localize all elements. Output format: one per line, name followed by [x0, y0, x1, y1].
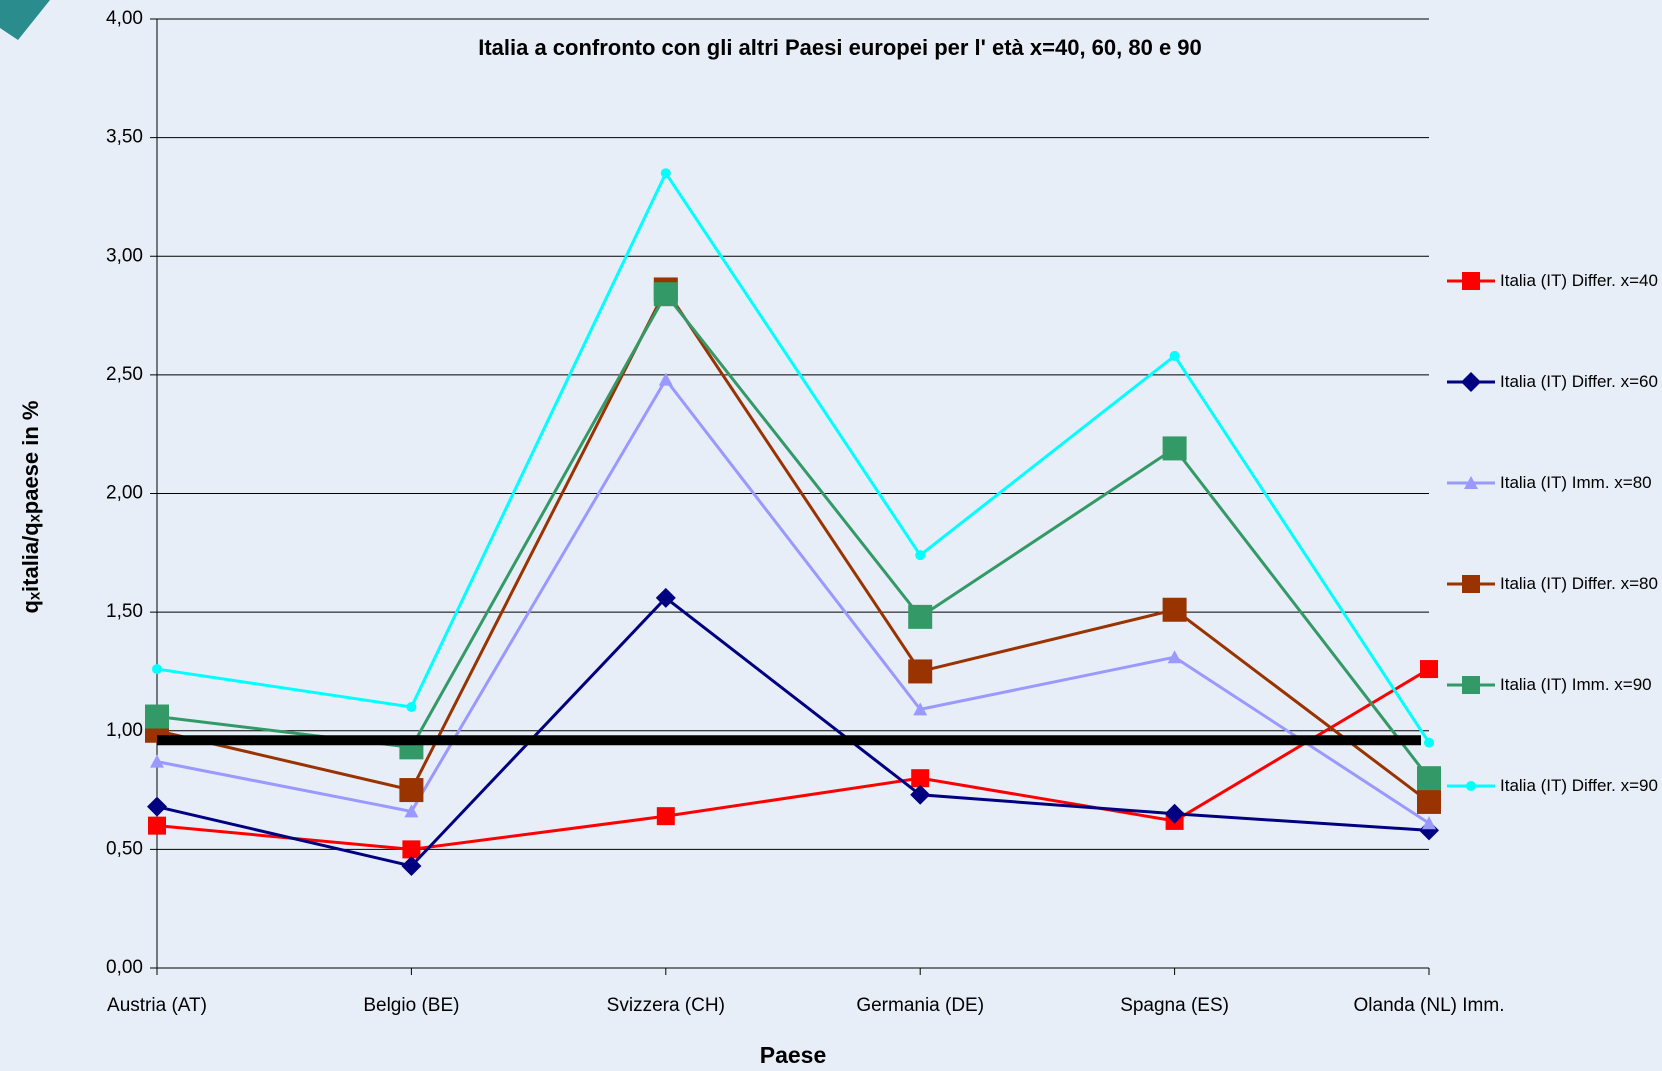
- x-tick-label: Olanda (NL) Imm.: [1354, 995, 1505, 1016]
- marker: [1162, 597, 1187, 622]
- marker: [404, 804, 419, 818]
- y-tick-label: 0,00: [106, 957, 143, 978]
- marker: [1417, 789, 1441, 814]
- y-tick-label: 1,00: [106, 720, 143, 741]
- marker: [152, 664, 162, 675]
- legend-marker: [1462, 676, 1480, 694]
- marker: [401, 855, 422, 876]
- marker: [908, 604, 933, 629]
- y-tick-label: 1,50: [106, 601, 143, 622]
- marker: [656, 807, 675, 826]
- legend-marker: [1462, 272, 1480, 290]
- marker: [1169, 350, 1180, 361]
- marker: [913, 702, 928, 716]
- legend-label: Italia (IT) Differ. x=80: [1500, 574, 1658, 593]
- marker: [1164, 803, 1185, 824]
- marker: [399, 778, 424, 803]
- y-tick-label: 2,50: [106, 364, 143, 385]
- marker: [1424, 737, 1434, 748]
- marker: [658, 372, 673, 386]
- legend-label: Italia (IT) Differ. x=60: [1500, 372, 1658, 391]
- y-tick-label: 3,00: [106, 245, 143, 266]
- x-tick-label: Germania (DE): [856, 995, 984, 1016]
- marker: [1419, 820, 1439, 841]
- marker: [148, 816, 166, 835]
- series-line: [156, 286, 1430, 804]
- series-line: [156, 376, 1430, 825]
- corner-decoration: [0, 0, 50, 40]
- legend-marker: [1466, 781, 1476, 791]
- marker: [910, 784, 931, 805]
- legend-marker: [1461, 372, 1481, 392]
- series-line: [156, 667, 1430, 851]
- x-tick-label: Belgio (BE): [363, 995, 459, 1016]
- marker: [145, 704, 169, 729]
- y-tick-label: 4,00: [106, 8, 143, 29]
- y-tick-label: 2,00: [106, 483, 143, 504]
- legend-marker: [1464, 476, 1478, 489]
- x-tick-label: Spagna (ES): [1120, 995, 1229, 1016]
- marker: [655, 587, 676, 608]
- y-tick-label: 0,50: [106, 838, 143, 859]
- x-axis-title: Paese: [760, 1042, 827, 1068]
- marker: [915, 550, 926, 561]
- series-line: [156, 170, 1431, 744]
- marker: [402, 840, 421, 859]
- marker: [660, 168, 671, 179]
- series-line: [156, 595, 1430, 868]
- marker: [908, 659, 933, 684]
- y-tick-label: 3,50: [106, 127, 143, 148]
- legend-label: Italia (IT) Imm. x=90: [1500, 675, 1652, 694]
- marker: [406, 702, 417, 713]
- legend-label: Italia (IT) Differ. x=90: [1500, 776, 1658, 795]
- marker: [1422, 816, 1436, 830]
- marker: [911, 769, 930, 788]
- marker: [1417, 766, 1441, 791]
- x-tick-label: Austria (AT): [107, 995, 207, 1016]
- legend-marker: [1462, 575, 1480, 593]
- legend-label: Italia (IT) Differ. x=40: [1500, 271, 1658, 290]
- y-axis-title: qₓitalia/qₓpaese in %: [18, 401, 43, 614]
- chart-title: Italia a confronto con gli altri Paesi e…: [478, 35, 1202, 60]
- marker: [1420, 660, 1438, 679]
- marker: [1162, 436, 1187, 461]
- marker: [1167, 650, 1182, 664]
- marker: [653, 282, 678, 307]
- x-tick-label: Svizzera (CH): [607, 995, 725, 1016]
- marker: [150, 754, 164, 768]
- marker: [147, 796, 167, 817]
- legend-label: Italia (IT) Imm. x=80: [1500, 473, 1652, 492]
